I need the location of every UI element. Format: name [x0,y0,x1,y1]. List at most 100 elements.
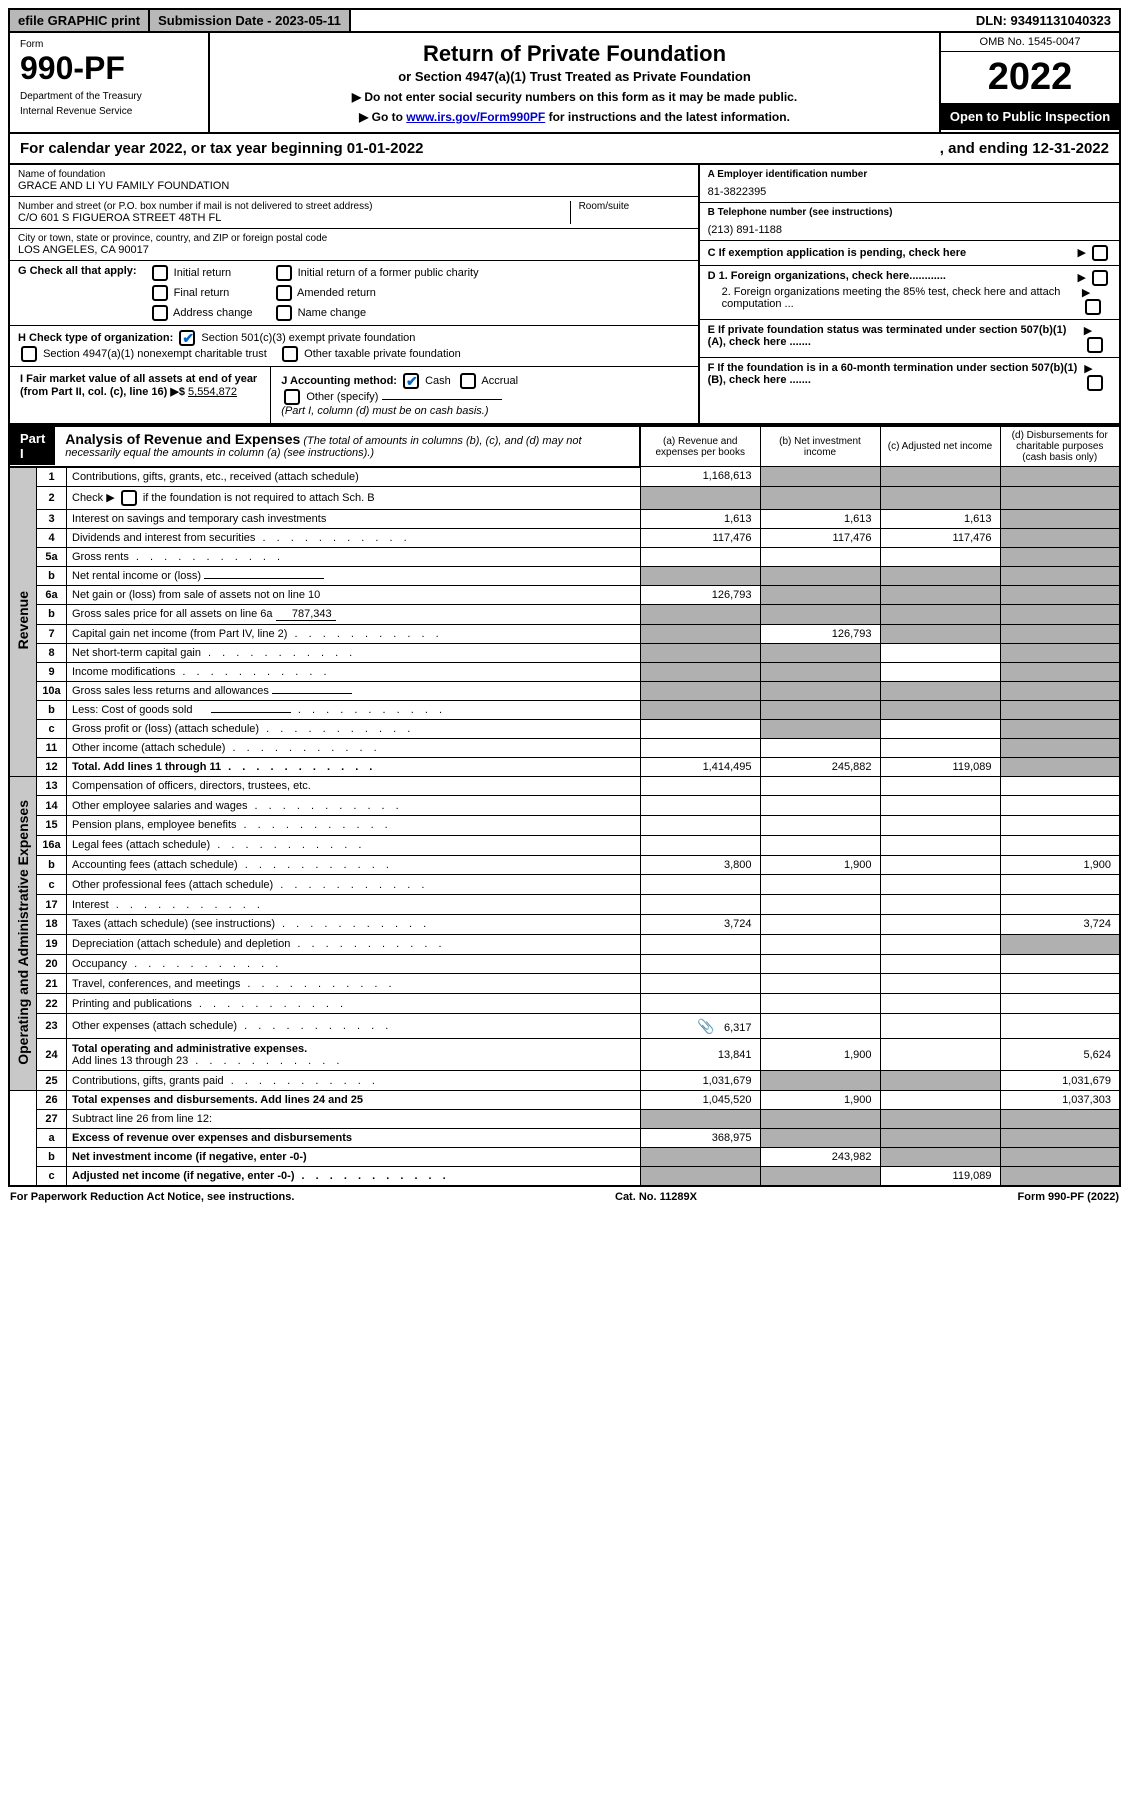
row-27c: c Adjusted net income (if negative, ente… [9,1167,1120,1187]
chk-initial-pub[interactable] [276,265,292,281]
g-checks: G Check all that apply: Initial return I… [10,261,698,326]
dept-irs: Internal Revenue Service [20,106,198,117]
r8-desc: Net short-term capital gain [67,643,641,662]
chk-501c3[interactable] [179,330,195,346]
row-5a: 5a Gross rents [9,547,1120,566]
addr-label: Number and street (or P.O. box number if… [18,201,570,212]
r3-b: 1,613 [760,509,880,528]
r24-desc: Total operating and administrative expen… [67,1039,641,1071]
r6a-a: 126,793 [640,585,760,604]
row-25: 25 Contributions, gifts, grants paid 1,0… [9,1071,1120,1091]
cal-end: , and ending 12-31-2022 [940,140,1109,157]
info-right: A Employer identification number 81-3822… [698,165,1119,423]
goto-post: for instructions and the latest informat… [545,110,790,124]
attachment-icon[interactable]: 📎 [697,1018,714,1034]
r13-num: 13 [37,776,67,796]
info-left: Name of foundation GRACE AND LI YU FAMIL… [10,165,698,423]
r26-num: 26 [37,1091,67,1110]
r27a-a: 368,975 [640,1129,760,1148]
r21-desc: Travel, conferences, and meetings [67,974,641,994]
row-10b: b Less: Cost of goods sold [9,700,1120,719]
r12-a: 1,414,495 [640,757,760,776]
r27b-num: b [37,1148,67,1167]
row-15: 15 Pension plans, employee benefits [9,816,1120,836]
chk-cash[interactable] [403,373,419,389]
i-cell: I Fair market value of all assets at end… [10,367,271,423]
chk-other-tax[interactable] [282,346,298,362]
r6a-desc: Net gain or (loss) from sale of assets n… [67,585,641,604]
submission-date: Submission Date - 2023-05-11 [150,10,351,31]
row-16a: 16a Legal fees (attach schedule) [9,835,1120,855]
dept-treasury: Department of the Treasury [20,91,198,102]
goto-link[interactable]: www.irs.gov/Form990PF [406,110,545,124]
chk-e[interactable] [1087,337,1103,353]
row-22: 22 Printing and publications [9,994,1120,1014]
r6a-num: 6a [37,585,67,604]
chk-schb[interactable] [121,490,137,506]
c-label: C If exemption application is pending, c… [708,247,967,259]
j-other-slot [382,399,502,400]
r15-num: 15 [37,816,67,836]
form-label: Form [20,39,198,50]
chk-d1[interactable] [1092,270,1108,286]
chk-f[interactable] [1087,375,1103,391]
r2-desc: Check ▶ if the foundation is not require… [67,486,641,509]
r10a-num: 10a [37,681,67,700]
r4-a: 117,476 [640,528,760,547]
header-mid: Return of Private Foundation or Section … [210,33,939,132]
row-20: 20 Occupancy [9,954,1120,974]
r20-num: 20 [37,954,67,974]
g-amended: Amended return [297,287,376,299]
e-label: E If private foundation status was termi… [708,324,1084,353]
chk-accrual[interactable] [460,373,476,389]
g-label: G Check all that apply: [18,265,137,277]
row-10a: 10a Gross sales less returns and allowan… [9,681,1120,700]
chk-addr[interactable] [152,305,168,321]
r17-num: 17 [37,895,67,915]
r12-c: 119,089 [880,757,1000,776]
r14-desc: Other employee salaries and wages [67,796,641,816]
r7-b: 126,793 [760,624,880,643]
row-12: 12 Total. Add lines 1 through 11 1,414,4… [9,757,1120,776]
chk-initial[interactable] [152,265,168,281]
row-27: 27 Subtract line 26 from line 12: [9,1110,1120,1129]
r9-num: 9 [37,662,67,681]
r27c-desc: Adjusted net income (if negative, enter … [67,1167,641,1187]
r1-desc: Contributions, gifts, grants, etc., rece… [67,467,641,487]
r1-a: 1,168,613 [640,467,760,487]
g-final: Final return [174,287,230,299]
h-501c3: Section 501(c)(3) exempt private foundat… [201,332,415,344]
r16c-num: c [37,875,67,895]
r16b-num: b [37,855,67,875]
row-27b: b Net investment income (if negative, en… [9,1148,1120,1167]
r18-num: 18 [37,915,67,935]
row-10c: c Gross profit or (loss) (attach schedul… [9,719,1120,738]
chk-final[interactable] [152,285,168,301]
cal-begin: For calendar year 2022, or tax year begi… [20,140,424,157]
r24-num: 24 [37,1039,67,1071]
header-right: OMB No. 1545-0047 2022 Open to Public In… [939,33,1119,132]
col-a-head: (a) Revenue and expenses per books [640,426,760,467]
chk-amended[interactable] [276,285,292,301]
chk-d2[interactable] [1085,299,1101,315]
r25-num: 25 [37,1071,67,1091]
r3-c: 1,613 [880,509,1000,528]
r16a-num: 16a [37,835,67,855]
row-6a: 6a Net gain or (loss) from sale of asset… [9,585,1120,604]
r6b-num: b [37,604,67,624]
r24-b: 1,900 [760,1039,880,1071]
form-number: 990-PF [20,50,198,87]
row-17: 17 Interest [9,895,1120,915]
r27a-num: a [37,1129,67,1148]
r19-num: 19 [37,934,67,954]
chk-name[interactable] [276,305,292,321]
chk-c[interactable] [1092,245,1108,261]
chk-other-method[interactable] [284,389,300,405]
r16c-desc: Other professional fees (attach schedule… [67,875,641,895]
r23-a: 📎 6,317 [640,1014,760,1039]
chk-4947[interactable] [21,346,37,362]
r4-desc: Dividends and interest from securities [67,528,641,547]
dln: DLN: 93491131040323 [968,10,1119,31]
goto-line: ▶ Go to www.irs.gov/Form990PF for instru… [222,110,927,124]
r5b-num: b [37,566,67,585]
